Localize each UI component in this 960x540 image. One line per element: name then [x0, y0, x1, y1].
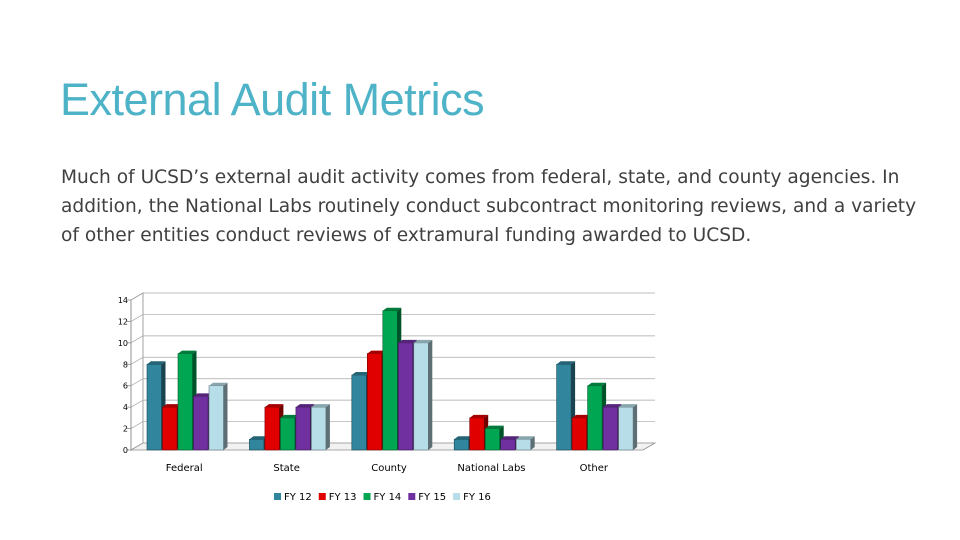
bar-national-labs-fy-16: [515, 438, 532, 451]
gridline-side: [130, 314, 144, 322]
bar-top-county-fy-16: [413, 339, 433, 343]
bar-side-county-fy-16: [428, 339, 433, 450]
bar-top-state-fy-16: [311, 404, 330, 408]
bar-federal-fy-12: [146, 363, 162, 451]
bar-top-other-fy-16: [618, 404, 638, 408]
bar-top-national-labs-fy-16: [516, 436, 535, 440]
y-tick-label: 2: [123, 425, 128, 434]
x-category-label: Federal: [166, 463, 203, 474]
legend-label: FY 12: [284, 492, 312, 503]
y-tick-label: 0: [123, 446, 128, 455]
bar-side-other-fy-16: [633, 404, 638, 450]
bar-top-federal-fy-15: [193, 393, 212, 397]
y-tick-label: 6: [123, 382, 128, 391]
bar-top-other-fy-15: [603, 404, 622, 408]
y-tick-label: 14: [118, 296, 128, 305]
bar-top-federal-fy-12: [147, 361, 166, 365]
bar-side-national-labs-fy-16: [530, 436, 535, 450]
gridline-side: [130, 356, 144, 365]
bar-county-fy-12: [351, 374, 367, 451]
legend-label: FY 16: [463, 492, 491, 503]
bar-top-national-labs-fy-14: [485, 425, 504, 429]
bar-other-fy-15: [602, 406, 618, 451]
bar-national-labs-fy-15: [500, 438, 516, 451]
x-category-label: State: [273, 463, 299, 474]
bar-other-fy-16: [618, 406, 634, 451]
bar-top-state-fy-14: [280, 414, 299, 418]
bar-state-fy-12: [249, 438, 265, 451]
y-tick-label: 10: [118, 339, 128, 348]
x-category-label: County: [371, 463, 407, 474]
bar-national-labs-fy-12: [453, 438, 470, 451]
bar-federal-fy-15: [193, 396, 209, 451]
gridline-side: [130, 335, 144, 344]
y-tick-label: 4: [123, 403, 128, 412]
bar-top-county-fy-14: [382, 307, 402, 311]
bar-top-state-fy-15: [295, 404, 315, 408]
bar-top-federal-fy-16: [209, 382, 228, 386]
y-tick-label: 12: [118, 317, 128, 326]
bar-top-other-fy-12: [556, 361, 576, 365]
bar-other-fy-13: [571, 417, 587, 451]
slide-title: External Audit Metrics: [60, 74, 485, 125]
bar-state-fy-14: [280, 417, 296, 451]
bar-federal-fy-16: [208, 385, 224, 451]
legend-label: FY 15: [418, 492, 446, 503]
gridline-side: [130, 399, 144, 408]
x-category-label: National Labs: [457, 463, 525, 474]
bar-top-state-fy-12: [249, 436, 268, 440]
bar-top-federal-fy-14: [178, 350, 197, 354]
bar-top-state-fy-13: [264, 404, 284, 408]
bar-county-fy-14: [382, 310, 398, 451]
legend-swatch: [274, 493, 281, 500]
x-category-label: Other: [580, 463, 609, 474]
gridline-side: [130, 442, 144, 451]
bar-top-federal-fy-13: [162, 404, 181, 408]
gridline-side: [130, 378, 144, 387]
bar-side-federal-fy-16: [223, 382, 228, 450]
bar-county-fy-15: [397, 342, 414, 451]
bar-top-county-fy-15: [398, 339, 417, 343]
legend-swatch: [408, 493, 416, 500]
bar-county-fy-16: [413, 342, 429, 451]
bar-national-labs-fy-14: [484, 428, 501, 451]
bar-top-national-labs-fy-13: [469, 414, 489, 418]
bar-national-labs-fy-13: [469, 417, 485, 451]
bar-state-fy-16: [311, 406, 327, 451]
bar-top-national-labs-fy-15: [500, 436, 520, 440]
legend-label: FY 13: [329, 492, 357, 503]
bar-top-county-fy-13: [367, 350, 386, 354]
bar-side-state-fy-16: [325, 404, 330, 450]
bar-federal-fy-13: [162, 406, 178, 451]
chart-side-wall: [130, 292, 144, 451]
gridline-side: [130, 421, 144, 429]
bar-other-fy-12: [556, 363, 572, 451]
bar-federal-fy-14: [177, 353, 193, 451]
bar-top-other-fy-13: [572, 414, 591, 418]
bar-top-county-fy-12: [351, 372, 371, 375]
legend-swatch: [453, 493, 461, 500]
bar-other-fy-14: [587, 385, 603, 451]
legend-label: FY 14: [374, 492, 402, 503]
legend-swatch: [318, 493, 326, 500]
bar-county-fy-13: [366, 353, 383, 451]
bar-state-fy-15: [295, 406, 311, 451]
bar-top-national-labs-fy-12: [454, 436, 473, 440]
y-tick-label: 8: [123, 360, 128, 369]
bar-top-other-fy-14: [587, 382, 607, 386]
gridline-side: [130, 292, 144, 301]
legend-swatch: [363, 493, 371, 500]
bar-state-fy-13: [264, 406, 280, 451]
slide-body-text: Much of UCSD’s external audit activity c…: [61, 167, 917, 246]
